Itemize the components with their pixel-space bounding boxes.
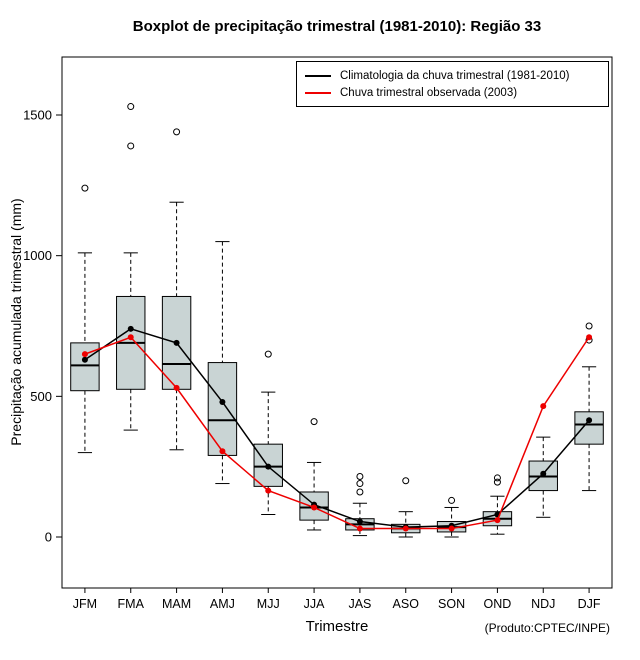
x-axis-label: Trimestre bbox=[305, 618, 369, 635]
series-point-observed bbox=[265, 487, 272, 494]
legend-label: Climatologia da chuva trimestral (1981-2… bbox=[340, 69, 570, 82]
x-tick-label: JJA bbox=[304, 597, 326, 611]
box bbox=[574, 411, 604, 445]
outlier-point bbox=[402, 477, 410, 485]
series-point-observed bbox=[540, 403, 547, 410]
legend-item-climatology: Climatologia da chuva trimestral (1981-2… bbox=[305, 67, 600, 84]
outlier-point bbox=[264, 350, 272, 358]
x-tick-label: FMA bbox=[118, 597, 145, 611]
x-tick-label: AMJ bbox=[210, 597, 235, 611]
series-point-climatology bbox=[540, 470, 547, 477]
legend-line-red-icon bbox=[305, 91, 331, 94]
y-tick-label: 0 bbox=[45, 530, 52, 545]
series-point-climatology bbox=[127, 325, 134, 332]
outlier-point bbox=[127, 142, 135, 150]
legend-label: Chuva trimestral observada (2003) bbox=[340, 86, 518, 99]
outlier-point bbox=[493, 478, 501, 486]
x-tick-label: ASO bbox=[393, 597, 420, 611]
outlier-point bbox=[585, 322, 593, 330]
series-point-climatology bbox=[356, 518, 363, 525]
series-point-observed bbox=[356, 525, 363, 532]
outlier-point bbox=[173, 128, 181, 136]
series-point-observed bbox=[81, 351, 88, 358]
x-tick-label: DJF bbox=[578, 597, 601, 611]
x-tick-label: JAS bbox=[348, 597, 371, 611]
outlier-point bbox=[493, 474, 501, 482]
series-point-observed bbox=[586, 334, 593, 341]
series-point-climatology bbox=[586, 417, 593, 424]
x-tick-label: JFM bbox=[73, 597, 97, 611]
series-point-observed bbox=[448, 525, 455, 532]
outlier-point bbox=[356, 488, 364, 496]
series-point-climatology bbox=[265, 463, 272, 470]
outlier-point bbox=[356, 480, 364, 488]
series-point-observed bbox=[219, 448, 226, 455]
series-point-observed bbox=[311, 504, 318, 511]
y-tick-label: 1000 bbox=[23, 248, 52, 263]
x-tick-label: SON bbox=[438, 597, 465, 611]
series-point-climatology bbox=[81, 356, 88, 363]
outlier-point bbox=[127, 103, 135, 111]
chart-title: Boxplot de precipitação trimestral (1981… bbox=[132, 18, 542, 35]
y-axis-label: Precipitação acumulada trimestral (mm) bbox=[8, 198, 24, 446]
x-tick-label: MAM bbox=[162, 597, 191, 611]
box bbox=[207, 362, 238, 456]
x-tick-label: OND bbox=[484, 597, 512, 611]
series-point-climatology bbox=[173, 339, 180, 346]
legend-line-black-icon bbox=[305, 74, 331, 77]
series-point-observed bbox=[402, 525, 409, 532]
legend: Climatologia da chuva trimestral (1981-2… bbox=[296, 61, 609, 107]
plot-frame bbox=[61, 56, 613, 589]
box bbox=[70, 342, 100, 392]
series-line-observed bbox=[84, 336, 590, 530]
x-tick-label: MJJ bbox=[257, 597, 280, 611]
series-point-climatology bbox=[219, 398, 226, 405]
series-point-observed bbox=[494, 517, 501, 524]
outlier-point bbox=[81, 184, 89, 192]
outlier-point bbox=[448, 496, 456, 504]
x-tick-label: NDJ bbox=[531, 597, 555, 611]
legend-item-observed: Chuva trimestral observada (2003) bbox=[305, 84, 600, 101]
series-line-climatology bbox=[84, 327, 590, 528]
outlier-point bbox=[310, 418, 318, 426]
source-footnote: (Produto:CPTEC/INPE) bbox=[484, 621, 610, 635]
y-tick-label: 500 bbox=[30, 389, 52, 404]
series-point-observed bbox=[127, 334, 134, 341]
series-point-observed bbox=[173, 384, 180, 391]
y-tick-label: 1500 bbox=[23, 108, 52, 123]
outlier-point bbox=[356, 473, 364, 481]
